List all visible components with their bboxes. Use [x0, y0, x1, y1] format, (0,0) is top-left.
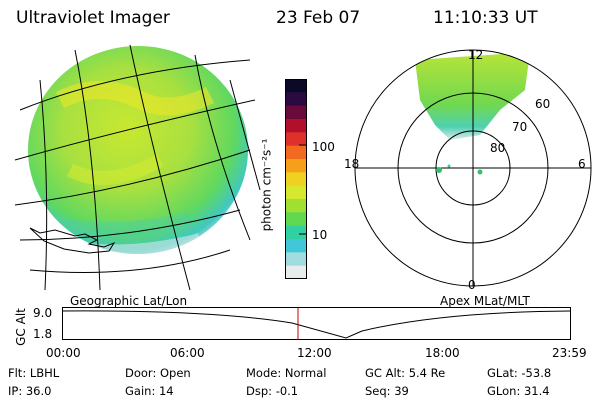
- info-mode: Mode: Normal: [246, 366, 327, 380]
- colorbar-segment: [285, 199, 307, 213]
- mlt-label-12: 12: [468, 48, 484, 62]
- timeline-xtick-1: 06:00: [170, 346, 205, 360]
- info-glon: GLon: 31.4: [487, 384, 550, 398]
- altitude-timeline: [62, 307, 571, 340]
- altitude-curve: [62, 310, 571, 339]
- mlat-label-60: 60: [535, 97, 551, 111]
- apex-label: Apex MLat/MLT: [440, 294, 530, 308]
- mlat-label-80: 80: [490, 141, 506, 155]
- mlt-label-6: 6: [578, 157, 586, 171]
- info-seq: Seq: 39: [365, 384, 409, 398]
- timeline-axis-name: GC Alt: [13, 308, 28, 346]
- timeline-xtick-4: 23:59: [552, 346, 587, 360]
- colorbar-segment: [285, 159, 307, 173]
- info-glat: GLat: -53.8: [487, 366, 552, 380]
- colorbar-segment: [285, 185, 307, 200]
- timeline-xtick-0: 00:00: [46, 346, 81, 360]
- colorbar-segment: [285, 105, 307, 120]
- mlt-label-0: 0: [468, 278, 476, 292]
- colorbar-segment: [285, 172, 307, 187]
- mlt-label-18: 18: [344, 157, 360, 171]
- polar-spot: [447, 164, 451, 168]
- colorbar-unit-label: photon cm⁻²s⁻¹: [259, 138, 274, 232]
- colorbar-segment: [285, 212, 307, 227]
- polar-spot: [436, 167, 442, 173]
- colorbar-segment: [285, 265, 307, 279]
- timeline-ytick-bottom: 1.8: [33, 327, 53, 341]
- info-dsp: Dsp: -0.1: [246, 384, 299, 398]
- info-filter: Flt: LBHL: [8, 366, 60, 380]
- timeline-ytick-top: 9.0: [33, 306, 53, 320]
- polar-mlt-plot: [354, 49, 592, 287]
- info-door: Door: Open: [125, 366, 191, 380]
- colorbar-segment: [285, 119, 307, 133]
- polar-spot: [477, 169, 483, 175]
- colorbar-segment: [285, 239, 307, 253]
- colorbar-tick-10: 10: [312, 228, 328, 242]
- mlat-label-70: 70: [512, 120, 528, 134]
- colorbar-segment: [285, 225, 307, 240]
- observation-date: 23 Feb 07: [276, 8, 361, 28]
- colorbar-segment: [285, 92, 307, 107]
- instrument-title: Ultraviolet Imager: [16, 8, 170, 28]
- geographic-image: [14, 44, 261, 290]
- geographic-label: Geographic Lat/Lon: [70, 294, 188, 308]
- timeline-xtick-2: 12:00: [297, 346, 332, 360]
- colorbar-segment: [285, 132, 307, 147]
- colorbar-tick-100: 100: [312, 140, 335, 154]
- info-gain: Gain: 14: [125, 384, 174, 398]
- colorbar-segment: [285, 145, 307, 160]
- info-gc-alt: GC Alt: 5.4 Re: [365, 366, 446, 380]
- timeline-xtick-3: 18:00: [425, 346, 460, 360]
- lat-lon-grid: [14, 44, 261, 290]
- color-scale-bar: [285, 79, 307, 279]
- colorbar-segment: [285, 79, 307, 93]
- colorbar-segment: [285, 252, 307, 267]
- info-ip: IP: 36.0: [8, 384, 52, 398]
- observation-time: 11:10:33 UT: [433, 8, 538, 28]
